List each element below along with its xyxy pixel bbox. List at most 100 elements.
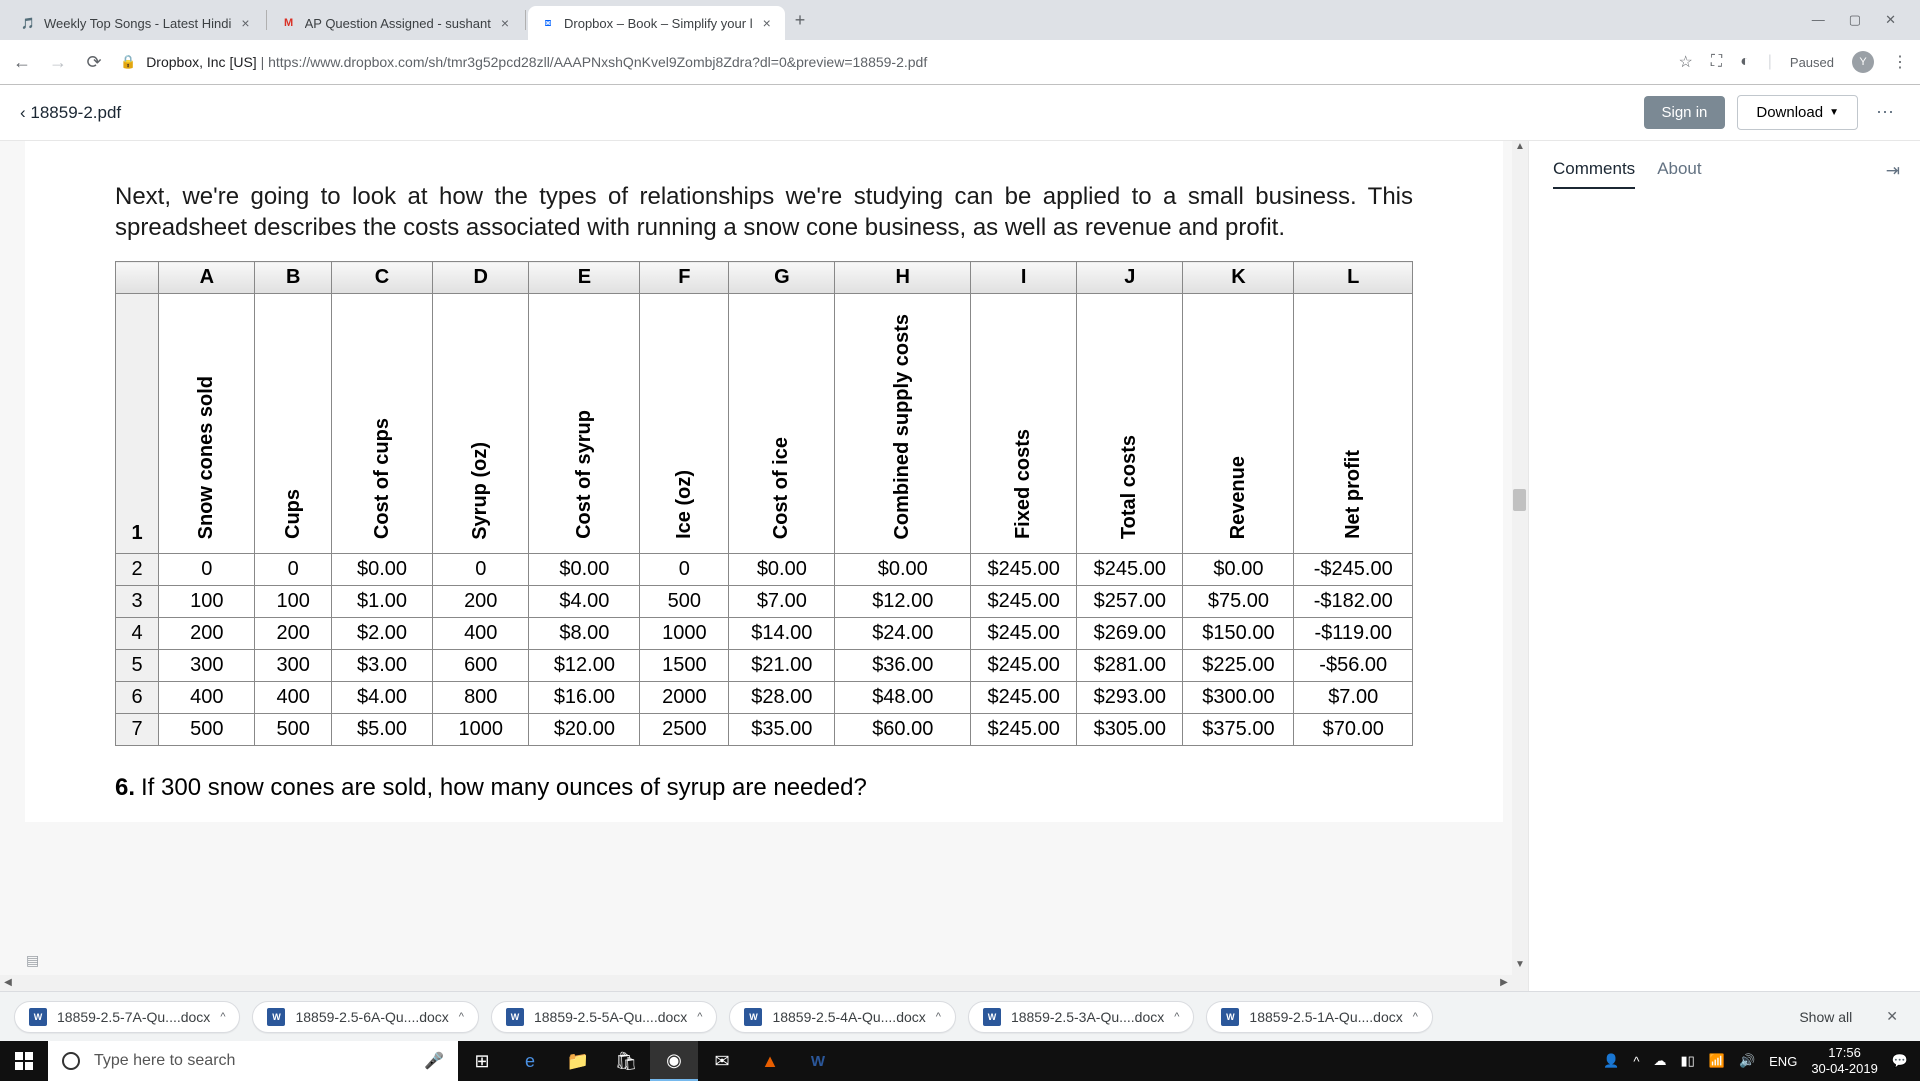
download-button[interactable]: Download ▼ (1737, 95, 1858, 130)
download-item[interactable]: W 18859-2.5-1A-Qu....docx ^ (1206, 1001, 1432, 1033)
url-input[interactable]: 🔒 Dropbox, Inc [US] | https://www.dropbo… (120, 54, 1663, 70)
wifi-icon[interactable]: 📶 (1709, 1053, 1725, 1069)
back-button[interactable]: ← (12, 52, 32, 73)
cell: 200 (433, 586, 529, 618)
onedrive-icon[interactable]: ☁ (1653, 1053, 1666, 1069)
column-header: Revenue (1183, 294, 1294, 554)
cell: $0.00 (1183, 554, 1294, 586)
notifications-icon[interactable]: 💬 (1892, 1053, 1908, 1069)
tab-comments[interactable]: Comments (1553, 159, 1635, 189)
close-icon[interactable]: × (239, 13, 251, 33)
chrome-icon[interactable]: ◉ (650, 1041, 698, 1081)
reader-icon[interactable]: ⛶ (1711, 53, 1722, 71)
spreadsheet-table: ABCDEFGHIJKL1Snow cones soldCupsCost of … (115, 261, 1413, 746)
chevron-up-icon[interactable]: ^ (459, 1011, 464, 1023)
scroll-down-icon[interactable]: ▼ (1512, 959, 1528, 975)
task-view-icon[interactable]: ⊞ (458, 1041, 506, 1081)
downloads-shelf: W 18859-2.5-7A-Qu....docx ^ W 18859-2.5-… (0, 991, 1920, 1041)
scroll-right-icon[interactable]: ▶ (1496, 975, 1512, 991)
scroll-thumb[interactable] (1513, 489, 1526, 511)
forward-button[interactable]: → (48, 52, 68, 73)
new-tab-button[interactable]: + (785, 10, 816, 31)
cell: 1500 (640, 650, 729, 682)
cell: $0.00 (331, 554, 432, 586)
cell: 100 (255, 586, 332, 618)
star-icon[interactable]: ☆ (1679, 52, 1693, 72)
close-icon[interactable]: × (761, 13, 773, 33)
chevron-up-icon[interactable]: ^ (1413, 1011, 1418, 1023)
cell: 600 (433, 650, 529, 682)
edge-icon[interactable]: e (506, 1041, 554, 1081)
minimize-button[interactable]: — (1812, 12, 1825, 28)
profile-avatar[interactable]: Y (1852, 51, 1874, 73)
horizontal-scrollbar[interactable]: ◀ ▶ (0, 975, 1512, 991)
more-icon[interactable]: ⋯ (1870, 102, 1900, 123)
word-icon[interactable]: W (794, 1041, 842, 1081)
download-item[interactable]: W 18859-2.5-7A-Qu....docx ^ (14, 1001, 240, 1033)
mic-icon[interactable]: 🎤 (424, 1051, 444, 1071)
store-icon[interactable]: 🛍 (602, 1041, 650, 1081)
people-icon[interactable]: 👤 (1603, 1053, 1619, 1069)
close-shelf-icon[interactable]: ✕ (1878, 1008, 1906, 1025)
show-all-downloads[interactable]: Show all (1785, 1003, 1866, 1031)
cell: $257.00 (1077, 586, 1183, 618)
scroll-left-icon[interactable]: ◀ (0, 975, 16, 991)
clock[interactable]: 17:56 30-04-2019 (1811, 1045, 1878, 1076)
back-link[interactable]: ‹ 18859-2.pdf (20, 103, 121, 123)
tab-title: AP Question Assigned - sushant (305, 16, 491, 31)
collapse-panel-icon[interactable]: ⇥ (1886, 161, 1900, 181)
download-item[interactable]: W 18859-2.5-3A-Qu....docx ^ (968, 1001, 1194, 1033)
cell: $2.00 (331, 618, 432, 650)
cell: $35.00 (729, 714, 835, 746)
col-letter: I (971, 262, 1077, 294)
volume-icon[interactable]: 🔊 (1739, 1053, 1755, 1069)
explorer-icon[interactable]: 📁 (554, 1041, 602, 1081)
vertical-scrollbar[interactable]: ▲ ▼ (1512, 141, 1528, 991)
cell: $300.00 (1183, 682, 1294, 714)
maximize-button[interactable]: ▢ (1849, 12, 1861, 28)
gmail-favicon: M (281, 15, 297, 31)
chevron-up-icon[interactable]: ^ (1174, 1011, 1179, 1023)
download-item[interactable]: W 18859-2.5-4A-Qu....docx ^ (729, 1001, 955, 1033)
tab-about[interactable]: About (1657, 159, 1701, 189)
tray-chevron-icon[interactable]: ^ (1633, 1054, 1639, 1069)
sign-in-button[interactable]: Sign in (1644, 96, 1726, 129)
document-pane: Next, we're going to look at how the typ… (0, 141, 1528, 991)
cell: $245.00 (971, 714, 1077, 746)
taskbar-search[interactable]: Type here to search 🎤 (48, 1041, 458, 1081)
cell: $60.00 (835, 714, 971, 746)
start-button[interactable] (0, 1041, 48, 1081)
reload-button[interactable]: ⟳ (84, 52, 104, 73)
col-letter: E (529, 262, 640, 294)
cell: $12.00 (529, 650, 640, 682)
row-number: 3 (116, 586, 159, 618)
chevron-up-icon[interactable]: ^ (936, 1011, 941, 1023)
tab-title: Dropbox – Book – Simplify your l (564, 16, 753, 31)
chevron-up-icon[interactable]: ^ (697, 1011, 702, 1023)
dropbox-header: ‹ 18859-2.pdf Sign in Download ▼ ⋯ (0, 85, 1920, 141)
cell: 1000 (433, 714, 529, 746)
download-item[interactable]: W 18859-2.5-5A-Qu....docx ^ (491, 1001, 717, 1033)
word-doc-icon: W (983, 1008, 1001, 1026)
close-icon[interactable]: × (499, 13, 511, 33)
browser-tab-1[interactable]: M AP Question Assigned - sushant × (269, 6, 523, 40)
row-number: 5 (116, 650, 159, 682)
chevron-up-icon[interactable]: ^ (220, 1011, 225, 1023)
cell: $1.00 (331, 586, 432, 618)
cell: -$245.00 (1294, 554, 1413, 586)
download-item[interactable]: W 18859-2.5-6A-Qu....docx ^ (252, 1001, 478, 1033)
col-letter: H (835, 262, 971, 294)
scroll-up-icon[interactable]: ▲ (1512, 141, 1528, 157)
cell: $0.00 (729, 554, 835, 586)
browser-tab-2[interactable]: ⧈ Dropbox – Book – Simplify your l × (528, 6, 785, 40)
menu-icon[interactable]: ⋮ (1892, 52, 1908, 72)
vlc-icon[interactable]: ▲ (746, 1041, 794, 1081)
extension-icon[interactable]: ◐ (1740, 53, 1750, 71)
cell: $7.00 (729, 586, 835, 618)
close-window-button[interactable]: ✕ (1885, 12, 1896, 28)
mail-icon[interactable]: ✉ (698, 1041, 746, 1081)
browser-tab-0[interactable]: 🎵 Weekly Top Songs - Latest Hindi × (8, 6, 264, 40)
battery-icon[interactable]: ▮▯ (1680, 1053, 1694, 1069)
language-indicator[interactable]: ENG (1769, 1054, 1797, 1069)
column-header: Total costs (1077, 294, 1183, 554)
